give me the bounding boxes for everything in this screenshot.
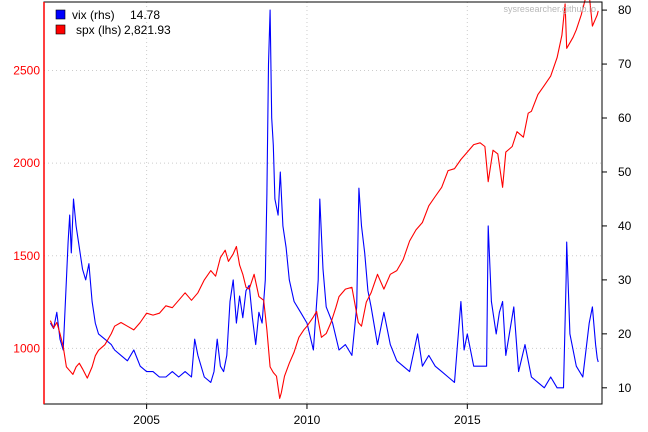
legend-label-spx: spx (lhs) [76, 23, 121, 37]
series-line-vix [49, 9, 599, 389]
y-right-tick-label: 20 [618, 327, 632, 341]
legend-value-spx: 2,821.93 [124, 23, 171, 37]
x-tick-label: 2010 [294, 413, 321, 427]
legend-swatch-vix [55, 9, 66, 20]
y-left-tick-label: 1000 [13, 341, 40, 355]
x-tick-label: 2015 [454, 413, 481, 427]
legend-value-vix: 14.78 [130, 8, 160, 22]
y-left-tick-label: 2000 [13, 156, 40, 170]
x-tick-label: 2005 [133, 413, 160, 427]
y-right-tick-label: 70 [618, 57, 632, 71]
legend-swatch-spx [55, 24, 66, 35]
y-right-tick-label: 10 [618, 381, 632, 395]
legend: vix (rhs) 14.78 spx (lhs) 2,821.93 [55, 8, 171, 37]
series-line-spx [49, 0, 599, 399]
y-left-tick-label: 1500 [13, 249, 40, 263]
y-left-tick-label: 2500 [13, 64, 40, 78]
watermark: sysresearcher.github.io [503, 4, 596, 14]
y-right-tick-label: 60 [618, 111, 632, 125]
legend-label-vix: vix (rhs) [72, 8, 115, 22]
y-right-tick-label: 50 [618, 165, 632, 179]
y-right-tick-label: 80 [618, 3, 632, 17]
y-right-tick-label: 30 [618, 273, 632, 287]
series-layer [49, 0, 599, 399]
grid-lines [44, 2, 602, 404]
y-right-tick-label: 40 [618, 219, 632, 233]
axes: 2005 2010 2015 1000 1500 2000 2500 10 20 30 40 50 60… [13, 2, 632, 427]
